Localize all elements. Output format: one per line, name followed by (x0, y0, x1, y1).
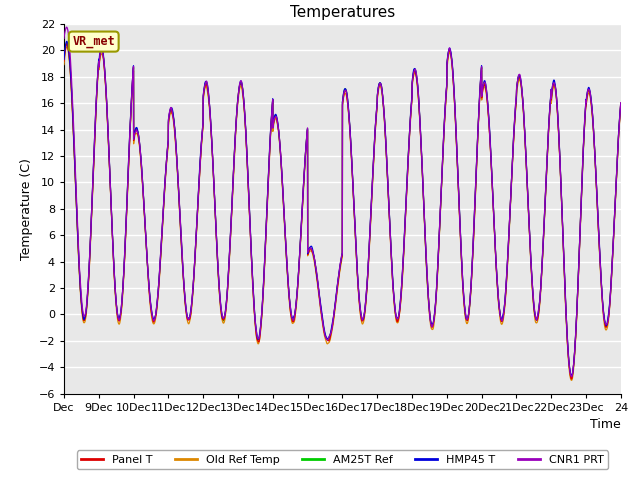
X-axis label: Time: Time (590, 418, 621, 431)
Y-axis label: Temperature (C): Temperature (C) (20, 158, 33, 260)
Text: VR_met: VR_met (72, 35, 115, 48)
Legend: Panel T, Old Ref Temp, AM25T Ref, HMP45 T, CNR1 PRT: Panel T, Old Ref Temp, AM25T Ref, HMP45 … (77, 450, 608, 469)
Title: Temperatures: Temperatures (290, 5, 395, 20)
